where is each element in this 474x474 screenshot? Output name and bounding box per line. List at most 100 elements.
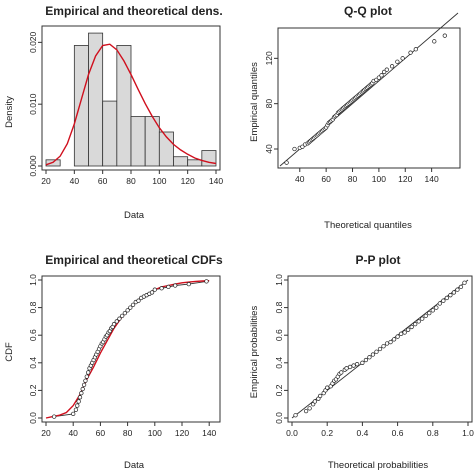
qq-xtick-label: 80 bbox=[348, 174, 358, 184]
pp-point bbox=[384, 341, 390, 346]
pp-point bbox=[427, 310, 432, 316]
qq-point bbox=[442, 33, 447, 38]
cdf-ytick-label: 1.0 bbox=[28, 274, 38, 286]
density-histogram-bar bbox=[201, 150, 217, 167]
pp-xtick-label: 0.8 bbox=[427, 428, 439, 438]
pp-plot-area: 0.0 0.2 0.4 0.6 0.8 1.0 0.0 0.2 0.4 0.6 0.8 1.0 bbox=[274, 274, 474, 438]
pp-point bbox=[395, 334, 400, 339]
density-title: Empirical and theoretical dens. bbox=[45, 4, 222, 18]
pp-ylabel: Empirical probabilities bbox=[249, 306, 260, 399]
cdf-empirical-step bbox=[54, 280, 207, 418]
density-ytick-label: 0.000 bbox=[28, 155, 38, 177]
density-ytick-label: 0.020 bbox=[28, 31, 38, 53]
density-theoretical-curve bbox=[45, 43, 217, 166]
cdf-point bbox=[125, 308, 130, 313]
pp-point bbox=[451, 290, 457, 295]
pp-point bbox=[318, 393, 323, 399]
density-histogram-bar bbox=[73, 45, 89, 167]
density-xtick-label: 40 bbox=[70, 176, 80, 186]
qq-xlabel: Theoretical quantiles bbox=[324, 220, 412, 231]
cdf-xtick-label: 100 bbox=[148, 428, 162, 438]
pp-panel: P-P plot Theoretical probabilities Empir… bbox=[249, 253, 474, 471]
density-xtick-label: 60 bbox=[98, 176, 108, 186]
cdf-xtick-label: 20 bbox=[41, 428, 51, 438]
cdf-xtick-label: 60 bbox=[96, 428, 106, 438]
cdf-point bbox=[86, 370, 91, 375]
pp-point bbox=[430, 308, 435, 313]
qq-point bbox=[413, 47, 418, 52]
cdf-point bbox=[136, 298, 141, 303]
cdf-theoretical-curve bbox=[45, 280, 210, 419]
cdf-point bbox=[79, 391, 84, 396]
qq-ytick-label: 120 bbox=[264, 51, 274, 65]
qq-point bbox=[400, 56, 405, 61]
pp-point bbox=[303, 408, 309, 414]
pp-point bbox=[423, 313, 428, 319]
qq-xtick-label: 40 bbox=[295, 174, 305, 184]
pp-xtick-label: 1.0 bbox=[462, 428, 474, 438]
pp-ytick-label: 0.8 bbox=[274, 301, 284, 313]
pp-point bbox=[374, 349, 379, 354]
pp-xtick-label: 0.6 bbox=[392, 428, 404, 438]
pp-frame bbox=[287, 275, 473, 423]
pp-point bbox=[388, 339, 393, 345]
pp-xtick-label: 0.0 bbox=[286, 428, 298, 438]
cdf-xtick-label: 120 bbox=[175, 428, 189, 438]
pp-point bbox=[402, 330, 407, 335]
cdf-xlabel: Data bbox=[124, 460, 145, 471]
density-xtick-label: 20 bbox=[41, 176, 51, 186]
qq-point bbox=[374, 77, 379, 83]
pp-point bbox=[344, 366, 349, 371]
density-xtick-label: 100 bbox=[152, 176, 166, 186]
qq-panel: Q-Q plot Theoretical quantiles Empirical… bbox=[249, 4, 461, 231]
pp-point bbox=[441, 298, 446, 303]
qq-point bbox=[379, 73, 384, 78]
cdf-point bbox=[52, 414, 57, 419]
pp-point bbox=[420, 316, 425, 321]
pp-point bbox=[413, 322, 418, 327]
qq-point bbox=[389, 64, 395, 69]
cdf-point bbox=[128, 305, 133, 310]
cdf-point bbox=[159, 286, 164, 291]
pp-point bbox=[406, 327, 411, 332]
qq-ylabel: Empirical quantiles bbox=[249, 62, 260, 142]
pp-point bbox=[307, 406, 312, 411]
density-histogram-bar bbox=[116, 45, 132, 167]
qq-ytick-label: 40 bbox=[264, 144, 274, 154]
cdf-point bbox=[114, 319, 119, 324]
pp-point bbox=[370, 352, 376, 357]
cdf-point bbox=[173, 283, 178, 288]
cdf-point bbox=[76, 399, 81, 404]
density-histogram-bar bbox=[102, 100, 118, 167]
pp-point bbox=[455, 287, 460, 292]
qq-point bbox=[376, 75, 382, 80]
cdf-point bbox=[186, 281, 191, 287]
cdf-xtick-label: 140 bbox=[202, 428, 216, 438]
cdf-point bbox=[166, 284, 171, 290]
pp-point bbox=[354, 362, 360, 367]
cdf-plot-area: 20 40 60 80 100 120 140 0.0 0.2 0.4 0.6 0.8 1.0 bbox=[28, 274, 221, 438]
cdf-point bbox=[83, 378, 88, 383]
density-histogram-bar bbox=[173, 156, 189, 167]
cdf-ytick-label: 0.0 bbox=[28, 412, 38, 424]
pp-point bbox=[416, 319, 421, 324]
pp-point bbox=[360, 360, 365, 365]
density-xtick-label: 80 bbox=[126, 176, 136, 186]
pp-point bbox=[293, 413, 298, 418]
pp-point bbox=[462, 280, 467, 285]
qq-point bbox=[432, 39, 437, 44]
pp-point bbox=[312, 399, 318, 404]
cdf-ytick-label: 0.2 bbox=[28, 384, 38, 396]
density-histogram-bar bbox=[88, 32, 104, 167]
pp-point bbox=[377, 346, 383, 352]
cdf-point bbox=[149, 290, 155, 295]
pp-xlabel: Theoretical probabilities bbox=[328, 460, 429, 471]
density-ytick-label: 0.010 bbox=[28, 93, 38, 115]
pp-ytick-label: 0.0 bbox=[274, 412, 284, 424]
density-panel: Empirical and theoretical dens. Data Den… bbox=[4, 4, 223, 221]
pp-ytick-label: 0.2 bbox=[274, 384, 284, 396]
pp-point bbox=[339, 370, 344, 375]
qq-point bbox=[382, 69, 387, 75]
qq-point bbox=[284, 160, 289, 165]
